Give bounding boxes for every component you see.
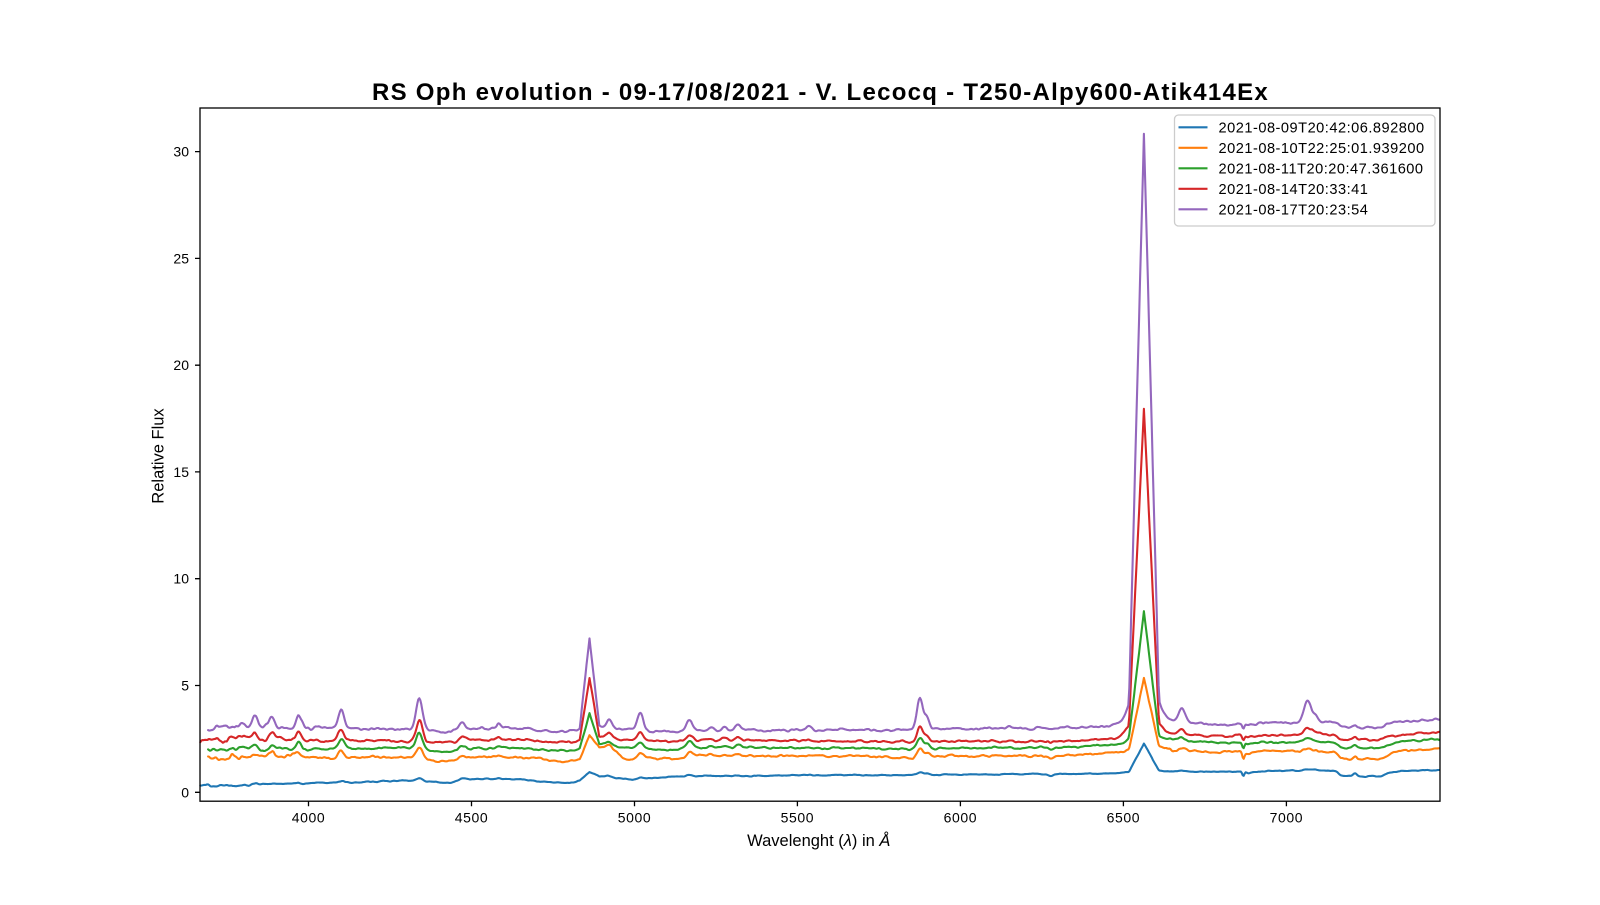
svg-text:6000: 6000	[944, 809, 978, 825]
svg-text:5000: 5000	[618, 809, 652, 825]
svg-text:2021-08-11T20:20:47.361600: 2021-08-11T20:20:47.361600	[1219, 161, 1424, 177]
svg-text:4000: 4000	[292, 809, 326, 825]
svg-text:Relative Flux: Relative Flux	[150, 408, 168, 504]
svg-text:7000: 7000	[1270, 809, 1304, 825]
svg-text:30: 30	[173, 144, 189, 160]
svg-text:RS Oph evolution - 09-17/08/20: RS Oph evolution - 09-17/08/2021 - V. Le…	[372, 79, 1269, 106]
svg-text:Wavelenght (λ) in Å: Wavelenght (λ) in Å	[747, 831, 890, 850]
svg-text:25: 25	[173, 250, 189, 266]
svg-text:5500: 5500	[781, 809, 815, 825]
svg-text:2021-08-14T20:33:41: 2021-08-14T20:33:41	[1219, 182, 1369, 198]
svg-text:20: 20	[173, 357, 189, 373]
svg-text:0: 0	[181, 784, 189, 800]
svg-text:2021-08-10T22:25:01.939200: 2021-08-10T22:25:01.939200	[1219, 141, 1425, 157]
svg-text:2021-08-17T20:23:54: 2021-08-17T20:23:54	[1219, 202, 1369, 218]
svg-text:4500: 4500	[455, 809, 489, 825]
svg-text:10: 10	[173, 571, 189, 587]
svg-text:5: 5	[181, 678, 189, 694]
svg-text:2021-08-09T20:42:06.892800: 2021-08-09T20:42:06.892800	[1219, 120, 1425, 136]
svg-text:6500: 6500	[1107, 809, 1141, 825]
svg-text:15: 15	[173, 464, 189, 480]
